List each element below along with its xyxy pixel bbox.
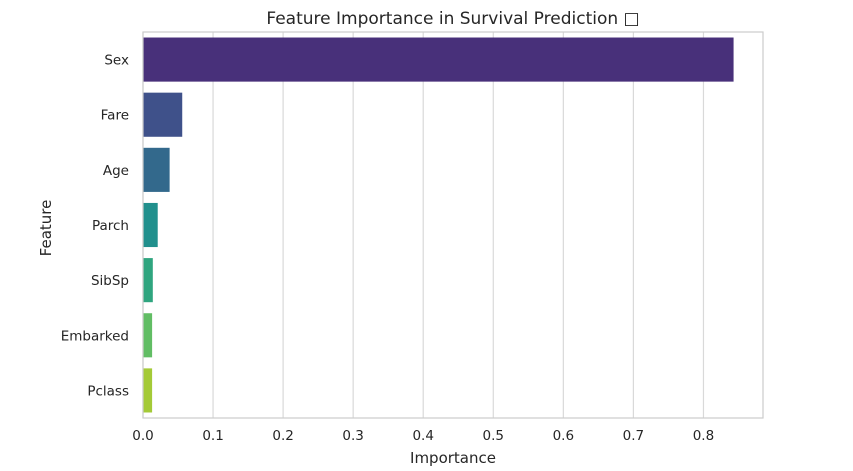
- x-tick-label: 0.0: [132, 428, 153, 444]
- y-tick-label: Embarked: [61, 328, 129, 344]
- y-tick-label: Age: [103, 163, 129, 179]
- bar-pclass: [143, 368, 153, 413]
- x-tick-label: 0.2: [272, 428, 293, 444]
- bar-age: [143, 147, 170, 192]
- y-tick-label: SibSp: [91, 273, 129, 289]
- bar-embarked: [143, 313, 153, 358]
- bar-sibsp: [143, 258, 153, 303]
- y-tick-label: Sex: [104, 53, 129, 69]
- x-tick-label: 0.6: [553, 428, 574, 444]
- x-tick-label: 0.1: [202, 428, 223, 444]
- bar-sex: [143, 37, 734, 82]
- x-tick-label: 0.3: [342, 428, 363, 444]
- grid-lines: [142, 32, 705, 418]
- x-tick-label: 0.4: [412, 428, 433, 444]
- y-tick-label: Fare: [101, 108, 129, 124]
- bars: [143, 37, 734, 413]
- x-tick-labels: 0.0 0.1 0.2 0.3 0.4 0.5 0.6 0.7 0.8: [132, 428, 714, 444]
- y-tick-label: Parch: [92, 218, 129, 234]
- plot-frame: [142, 31, 764, 419]
- x-axis-label: Importance: [410, 449, 496, 467]
- x-tick-label: 0.8: [693, 428, 714, 444]
- x-tick-label: 0.7: [623, 428, 644, 444]
- y-axis-label: Feature: [37, 200, 55, 257]
- y-tick-labels: Sex Fare Age Parch SibSp Embarked Pclass: [61, 53, 129, 400]
- x-tick-label: 0.5: [483, 428, 504, 444]
- y-tick-label: Pclass: [87, 383, 129, 399]
- chart-title: Feature Importance in Survival Predictio…: [266, 9, 639, 29]
- bar-parch: [143, 202, 158, 248]
- bar-fare: [143, 92, 183, 137]
